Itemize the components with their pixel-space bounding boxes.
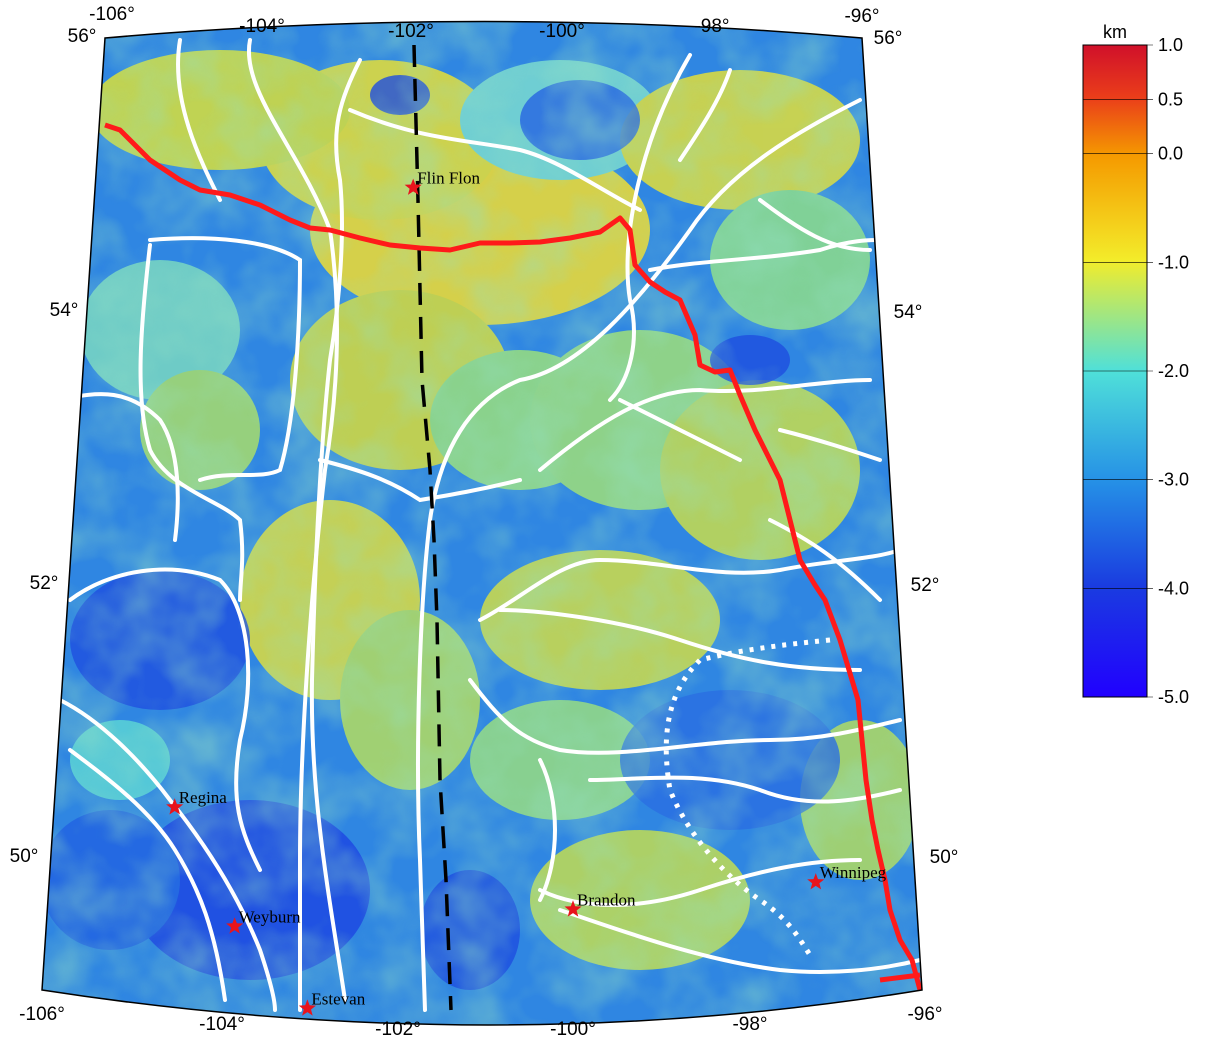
colorbar-tick-label: -5.0	[1158, 687, 1189, 707]
city-label: Estevan	[311, 989, 365, 1008]
city-marker-star	[226, 917, 244, 934]
colorbar-tick-label: -2.0	[1158, 361, 1189, 381]
lon-labels-top: -106° -104° -102° -100° -98° -96°	[89, 4, 879, 42]
map-frame	[41, 20, 923, 1026]
city-label: Flin Flon	[417, 169, 480, 188]
lat-label-right-0: 56°	[874, 28, 903, 49]
lon-label-top-1: -104°	[239, 16, 285, 37]
lat-label-left-0: 56°	[68, 26, 97, 47]
lon-label-top-0: -106°	[89, 4, 135, 25]
lon-label-bottom-3: -100°	[550, 1019, 596, 1040]
lon-label-top-3: -100°	[539, 21, 585, 42]
colorbar-tick-label: -4.0	[1158, 578, 1189, 598]
city-marker-star	[807, 873, 825, 890]
lat-label-left-1: 54°	[50, 300, 79, 321]
structure-boundaries	[58, 38, 922, 1012]
lon-label-bottom-4: -98°	[732, 1014, 767, 1035]
city-marker-star	[404, 178, 422, 195]
colorbar-tick-label: -1.0	[1158, 252, 1189, 272]
city-label: Weyburn	[239, 907, 301, 926]
lat-label-left-2: 52°	[30, 573, 59, 594]
lat-label-right-3: 50°	[930, 847, 959, 868]
lon-label-top-2: -102°	[388, 21, 434, 42]
lat-label-left-3: 50°	[10, 846, 39, 867]
lat-label-right-1: 54°	[894, 302, 923, 323]
lon-label-top-4: -98°	[694, 16, 729, 37]
colorbar-tick-label: 1.0	[1158, 35, 1183, 55]
lon-label-bottom-0: -106°	[19, 1004, 65, 1025]
colorbar: km 1.0 0.5 0.0 -1.0 -2.0 -3.0 -4.0 -5.0	[1082, 22, 1189, 707]
city-marker-star	[564, 900, 582, 917]
colorbar-tick-label: 0.0	[1158, 144, 1183, 164]
dotted-boundary	[663, 637, 831, 957]
lon-labels-bottom: -106° -104° -102° -100° -98° -96°	[19, 1004, 942, 1040]
city-label: Winnipeg	[820, 863, 887, 882]
lon-label-bottom-1: -104°	[199, 1014, 245, 1035]
city-label: Brandon	[577, 890, 636, 909]
colorbar-tick-label: -3.0	[1158, 470, 1189, 490]
colorbar-unit: km	[1103, 22, 1127, 42]
colorbar-tick-label: 0.5	[1158, 89, 1183, 109]
city-label: Regina	[179, 788, 228, 807]
lat-labels-right: 56° 54° 52° 50°	[874, 28, 959, 868]
lon-label-bottom-5: -96°	[907, 1004, 942, 1025]
lat-label-right-2: 52°	[911, 575, 940, 596]
lon-label-bottom-2: -102°	[375, 1019, 421, 1040]
city-labels: Flin Flon Regina Weyburn Estevan Brandon Winn…	[179, 169, 887, 1009]
profile-line	[412, 44, 453, 1011]
city-marker-star	[298, 999, 316, 1016]
red-boundary	[104, 122, 922, 991]
city-marker-star	[166, 798, 184, 815]
lon-label-top-5: -96°	[844, 6, 879, 27]
lat-labels-left: 56° 54° 52° 50°	[10, 26, 97, 867]
